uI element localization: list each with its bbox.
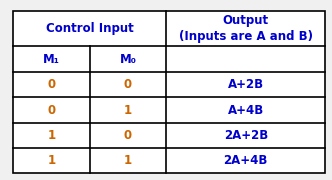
- Text: 1: 1: [124, 103, 132, 116]
- Bar: [13, 11, 325, 173]
- Text: A+4B: A+4B: [228, 103, 264, 116]
- Bar: [13, 11, 325, 173]
- Text: 2A+4B: 2A+4B: [223, 154, 268, 167]
- Text: 1: 1: [124, 154, 132, 167]
- Text: 0: 0: [47, 78, 55, 91]
- Text: 0: 0: [124, 129, 132, 142]
- Text: Output
(Inputs are A and B): Output (Inputs are A and B): [179, 14, 313, 43]
- Text: 2A+2B: 2A+2B: [224, 129, 268, 142]
- Text: A+2B: A+2B: [228, 78, 264, 91]
- Text: 1: 1: [47, 129, 55, 142]
- Text: M₁: M₁: [43, 53, 60, 66]
- Text: 0: 0: [124, 78, 132, 91]
- Text: 1: 1: [47, 154, 55, 167]
- Text: 0: 0: [47, 103, 55, 116]
- Text: Control Input: Control Input: [46, 22, 133, 35]
- Text: M₀: M₀: [120, 53, 136, 66]
